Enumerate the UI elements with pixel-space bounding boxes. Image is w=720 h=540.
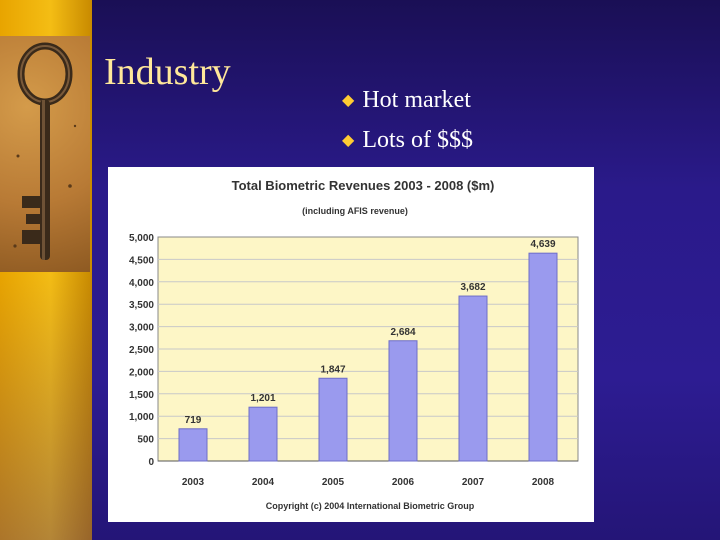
bar xyxy=(388,340,418,462)
x-tick-label: 2003 xyxy=(182,477,205,488)
bar-value-label: 2,684 xyxy=(390,327,415,338)
x-tick-label: 2006 xyxy=(392,477,415,488)
chart-title: Total Biometric Revenues 2003 - 2008 ($m… xyxy=(232,178,495,193)
chart-subtitle: (including AFIS revenue) xyxy=(302,206,408,216)
plot-area: 0 500 1,000 1,500 2,000 2,500 3,000 3,500 4,000 4… xyxy=(129,233,579,488)
y-tick-label: 1,500 xyxy=(129,390,154,401)
bar-chart: Total Biometric Revenues 2003 - 2008 ($m… xyxy=(129,178,579,511)
bullet-text: Lots of $$$ xyxy=(362,127,473,153)
x-tick-label: 2005 xyxy=(322,477,345,488)
y-tick-label: 2,000 xyxy=(129,367,154,378)
y-tick-label: 4,000 xyxy=(129,278,154,289)
diamond-bullet-icon: ◆ xyxy=(342,132,355,149)
y-tick-label: 5,000 xyxy=(129,233,154,244)
chart-image: Total Biometric Revenues 2003 - 2008 ($m… xyxy=(108,167,594,522)
bar xyxy=(248,406,278,462)
bullet-item: ◆ Lots of $$$ xyxy=(342,124,473,164)
bar-value-label: 3,682 xyxy=(460,282,485,293)
y-tick-label: 3,500 xyxy=(129,300,154,311)
chart-footer: Copyright (c) 2004 International Biometr… xyxy=(266,501,475,511)
bullet-list: ◆ Hot market ◆ Lots of $$$ xyxy=(342,84,473,164)
bullet-text: Hot market xyxy=(362,87,471,113)
slide-title: Industry xyxy=(104,51,231,93)
y-tick-label: 2,500 xyxy=(129,345,154,356)
x-tick-label: 2004 xyxy=(252,477,275,488)
key-photo xyxy=(0,36,90,272)
y-tick-label: 0 xyxy=(148,457,154,468)
bullet-item: ◆ Hot market xyxy=(342,84,473,124)
bar-value-label: 4,639 xyxy=(530,239,555,250)
left-band-shadow xyxy=(0,270,92,540)
key-icon xyxy=(13,42,77,260)
x-tick-label: 2008 xyxy=(532,477,555,488)
y-tick-label: 500 xyxy=(137,435,154,446)
bar-value-label: 719 xyxy=(185,415,202,426)
bar xyxy=(528,252,558,462)
bar-value-label: 1,847 xyxy=(320,364,345,375)
bar xyxy=(458,295,488,462)
y-tick-label: 1,000 xyxy=(129,412,154,423)
bar xyxy=(318,377,348,462)
bar xyxy=(178,428,208,462)
bar-value-label: 1,201 xyxy=(250,393,275,404)
diamond-bullet-icon: ◆ xyxy=(342,92,355,109)
y-tick-label: 4,500 xyxy=(129,255,154,266)
y-tick-label: 3,000 xyxy=(129,323,154,334)
x-tick-label: 2007 xyxy=(462,477,485,488)
